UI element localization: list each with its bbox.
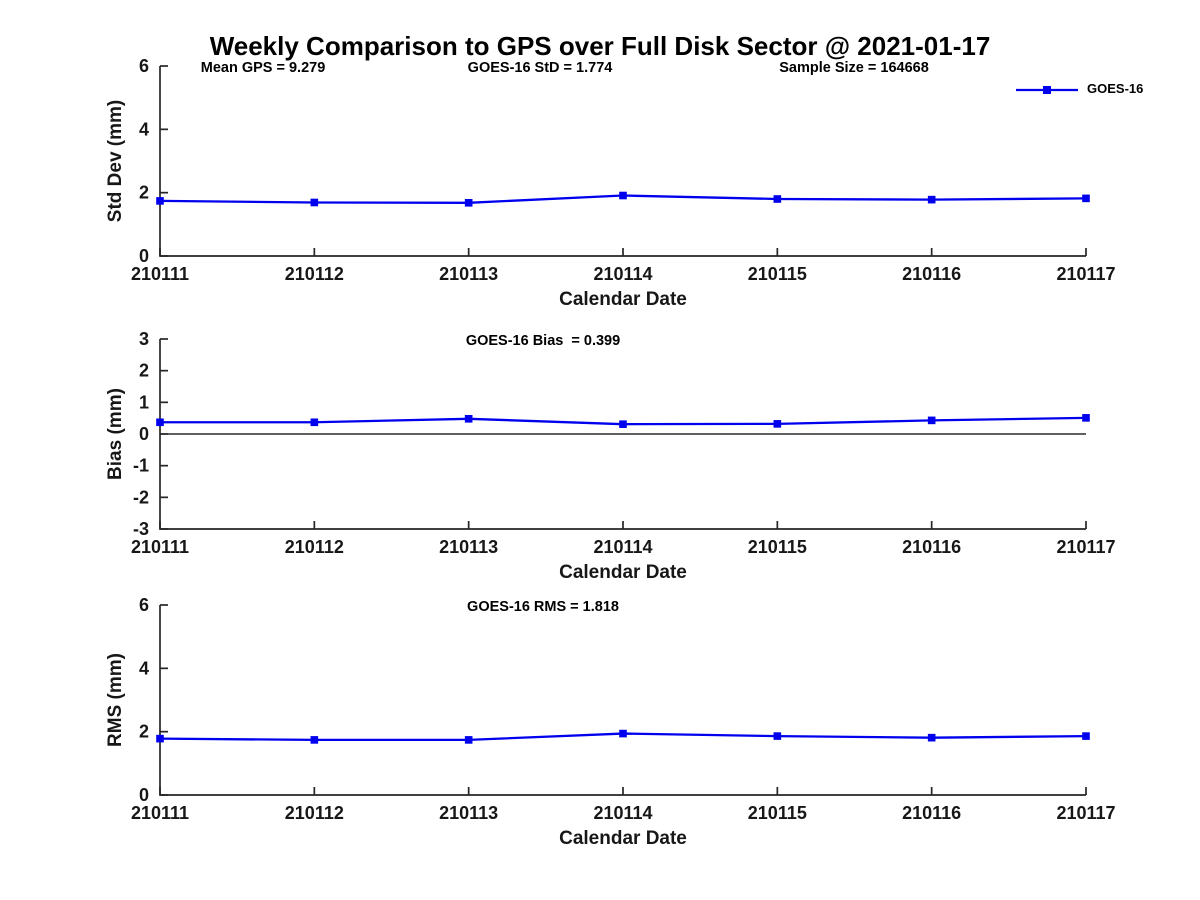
legend-label: GOES-16 — [1087, 81, 1144, 96]
data-point-marker — [310, 198, 319, 207]
x-tick-label: 210112 — [285, 264, 344, 284]
x-tick-label: 210113 — [439, 264, 498, 284]
data-point-marker — [619, 191, 627, 200]
legend: GOES-16 — [1015, 81, 1143, 96]
x-tick-label: 210116 — [902, 264, 961, 284]
y-axis-label: Std Dev (mm) — [105, 100, 126, 222]
y-tick-label: 6 — [139, 595, 149, 615]
data-point-marker — [1082, 732, 1090, 740]
data-point-marker — [310, 418, 319, 427]
data-point-marker — [927, 195, 936, 204]
annotation: GOES-16 StD = 1.774 — [467, 60, 613, 76]
y-tick-label: 4 — [139, 658, 149, 678]
data-point-marker — [464, 736, 473, 744]
data-point-marker — [773, 195, 782, 203]
data-point-marker — [773, 420, 782, 428]
y-tick-label: 2 — [139, 722, 149, 742]
x-tick-label: 210116 — [902, 803, 961, 823]
y-tick-label: -1 — [133, 456, 149, 476]
x-tick-label: 210117 — [1056, 537, 1115, 557]
x-tick-label: 210112 — [285, 803, 344, 823]
data-point-marker — [310, 736, 319, 744]
data-point-marker — [464, 199, 473, 207]
x-tick-label: 210114 — [593, 803, 652, 823]
axis-frame — [159, 605, 1086, 796]
y-tick-label: 0 — [139, 785, 149, 805]
x-axis-label: Calendar Date — [559, 289, 687, 310]
data-point-marker — [773, 732, 782, 740]
y-tick-label: 4 — [139, 119, 149, 139]
x-tick-label: 210114 — [593, 264, 652, 284]
y-tick-label: -3 — [133, 519, 149, 539]
x-tick-label: 210117 — [1056, 803, 1115, 823]
x-tick-label: 210113 — [439, 537, 498, 557]
x-tick-label: 210113 — [439, 803, 498, 823]
x-tick-label: 210111 — [131, 537, 189, 557]
y-axis-label: Bias (mm) — [105, 388, 126, 480]
annotation: Mean GPS = 9.279 — [200, 60, 326, 76]
y-tick-label: 0 — [139, 424, 149, 444]
x-tick-label: 210111 — [131, 264, 189, 284]
data-point-marker — [927, 733, 936, 742]
legend-line-marker-icon — [1016, 85, 1078, 94]
x-axis-label: Calendar Date — [559, 828, 687, 849]
y-tick-label: 2 — [139, 183, 149, 203]
data-point-marker — [619, 729, 627, 738]
y-tick-label: 0 — [139, 246, 149, 266]
axis-frame — [159, 66, 1086, 257]
x-tick-label: 210115 — [748, 264, 807, 284]
x-tick-label: 210116 — [902, 537, 961, 557]
x-tick-label: 210114 — [593, 537, 652, 557]
x-tick-label: 210112 — [285, 537, 344, 557]
data-point-marker — [156, 197, 164, 205]
x-tick-label: 210115 — [748, 537, 807, 557]
data-point-marker — [927, 416, 936, 425]
y-tick-label: 3 — [139, 329, 149, 349]
y-tick-label: 1 — [139, 392, 149, 412]
annotation: Sample Size = 164668 — [779, 60, 929, 76]
data-point-marker — [464, 415, 473, 423]
x-axis-label: Calendar Date — [559, 562, 687, 583]
y-tick-label: 6 — [139, 56, 149, 76]
data-point-marker — [156, 418, 164, 427]
legend-marker-icon — [1043, 85, 1051, 94]
y-tick-label: -2 — [133, 487, 149, 507]
x-tick-label: 210115 — [748, 803, 807, 823]
annotation: GOES-16 RMS = 1.818 — [467, 599, 619, 615]
data-point-marker — [1082, 414, 1090, 422]
y-axis-label: RMS (mm) — [105, 653, 126, 747]
data-point-marker — [1082, 194, 1090, 203]
data-point-marker — [156, 734, 164, 743]
y-tick-label: 2 — [139, 361, 149, 381]
data-point-marker — [619, 420, 627, 428]
x-tick-label: 210117 — [1056, 264, 1115, 284]
annotation: GOES-16 Bias = 0.399 — [465, 333, 621, 349]
chart-title: Weekly Comparison to GPS over Full Disk … — [209, 31, 991, 61]
x-tick-label: 210111 — [131, 803, 189, 823]
